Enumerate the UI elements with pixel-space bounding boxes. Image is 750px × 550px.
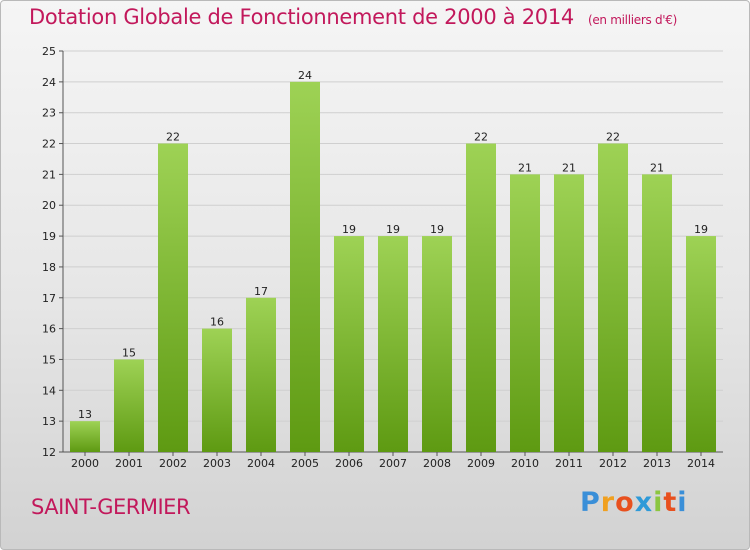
bar-2011 bbox=[554, 174, 584, 452]
y-tick-label: 13 bbox=[42, 415, 56, 428]
x-tick-label: 2005 bbox=[291, 457, 319, 470]
bar-value-label: 13 bbox=[78, 408, 92, 421]
chart-title-text: Dotation Globale de Fonctionnement de 20… bbox=[29, 5, 574, 29]
bar-value-label: 19 bbox=[342, 223, 356, 236]
bars bbox=[70, 81, 716, 453]
logo-letter: P bbox=[580, 487, 601, 518]
proxiti-logo[interactable]: Proxiti bbox=[580, 487, 688, 518]
bar-2013 bbox=[642, 174, 672, 452]
y-tick-label: 24 bbox=[42, 76, 56, 89]
x-tick-label: 2008 bbox=[423, 457, 451, 470]
x-tick-label: 2004 bbox=[247, 457, 275, 470]
logo-letter: i bbox=[677, 487, 688, 518]
x-tick-label: 2006 bbox=[335, 457, 363, 470]
bar-value-label: 15 bbox=[122, 346, 136, 359]
bar-2010 bbox=[510, 174, 540, 452]
y-tick-label: 22 bbox=[42, 138, 56, 151]
x-tick-label: 2009 bbox=[467, 457, 495, 470]
bar-value-label: 16 bbox=[210, 316, 224, 329]
y-tick-label: 17 bbox=[42, 292, 56, 305]
bar-2009 bbox=[466, 143, 496, 453]
bar-2004 bbox=[246, 297, 276, 452]
bar-value-label: 21 bbox=[518, 161, 532, 174]
bar-value-label: 17 bbox=[254, 285, 268, 298]
bar-2002 bbox=[158, 143, 188, 453]
logo-letter: o bbox=[615, 487, 635, 518]
logo-letter: t bbox=[663, 487, 678, 518]
bar-value-label: 22 bbox=[474, 131, 488, 144]
x-tick-label: 2013 bbox=[643, 457, 671, 470]
labels: 13 2000 15 2001 22 2002 16 2003 17 2004 24 2005 19 20… bbox=[71, 69, 715, 470]
bar-value-label: 19 bbox=[430, 223, 444, 236]
y-tick-label: 16 bbox=[42, 323, 56, 336]
logo-letter: i bbox=[653, 487, 664, 518]
bar-value-label: 22 bbox=[166, 131, 180, 144]
bar-value-label: 19 bbox=[694, 223, 708, 236]
bar-value-label: 21 bbox=[562, 161, 576, 174]
bar-2000 bbox=[70, 421, 100, 452]
x-tick-label: 2000 bbox=[71, 457, 99, 470]
bar-value-label: 19 bbox=[386, 223, 400, 236]
y-tick-label: 20 bbox=[42, 199, 56, 212]
y-tick-label: 25 bbox=[42, 45, 56, 58]
y-tick-label: 18 bbox=[42, 261, 56, 274]
bar-value-label: 21 bbox=[650, 161, 664, 174]
bar-2005 bbox=[290, 81, 320, 452]
y-tick-label: 15 bbox=[42, 353, 56, 366]
x-tick-label: 2007 bbox=[379, 457, 407, 470]
chart-unit: (en milliers d'€) bbox=[587, 13, 677, 27]
x-tick-label: 2012 bbox=[599, 457, 627, 470]
x-tick-label: 2010 bbox=[511, 457, 539, 470]
commune-name: SAINT-GERMIER bbox=[31, 495, 191, 519]
y-tick-label: 23 bbox=[42, 107, 56, 120]
logo-letter: r bbox=[600, 487, 616, 518]
bar-2008 bbox=[422, 236, 452, 452]
chart-title: Dotation Globale de Fonctionnement de 20… bbox=[29, 5, 677, 29]
bar-2007 bbox=[378, 236, 408, 452]
x-tick-label: 2002 bbox=[159, 457, 187, 470]
y-tick-label: 14 bbox=[42, 384, 56, 397]
x-tick-label: 2001 bbox=[115, 457, 143, 470]
logo-letter: x bbox=[634, 487, 654, 518]
bar-2012 bbox=[598, 143, 628, 453]
bar-value-label: 24 bbox=[298, 69, 312, 82]
y-tick-label: 19 bbox=[42, 230, 56, 243]
bar-2014 bbox=[686, 236, 716, 452]
y-tick-label: 12 bbox=[42, 446, 56, 459]
bar-value-label: 22 bbox=[606, 131, 620, 144]
bar-2006 bbox=[334, 236, 364, 452]
bar-2001 bbox=[114, 359, 144, 452]
bar-2003 bbox=[202, 328, 232, 452]
y-tick-label: 21 bbox=[42, 168, 56, 181]
x-tick-label: 2011 bbox=[555, 457, 583, 470]
x-tick-label: 2014 bbox=[687, 457, 715, 470]
x-tick-label: 2003 bbox=[203, 457, 231, 470]
